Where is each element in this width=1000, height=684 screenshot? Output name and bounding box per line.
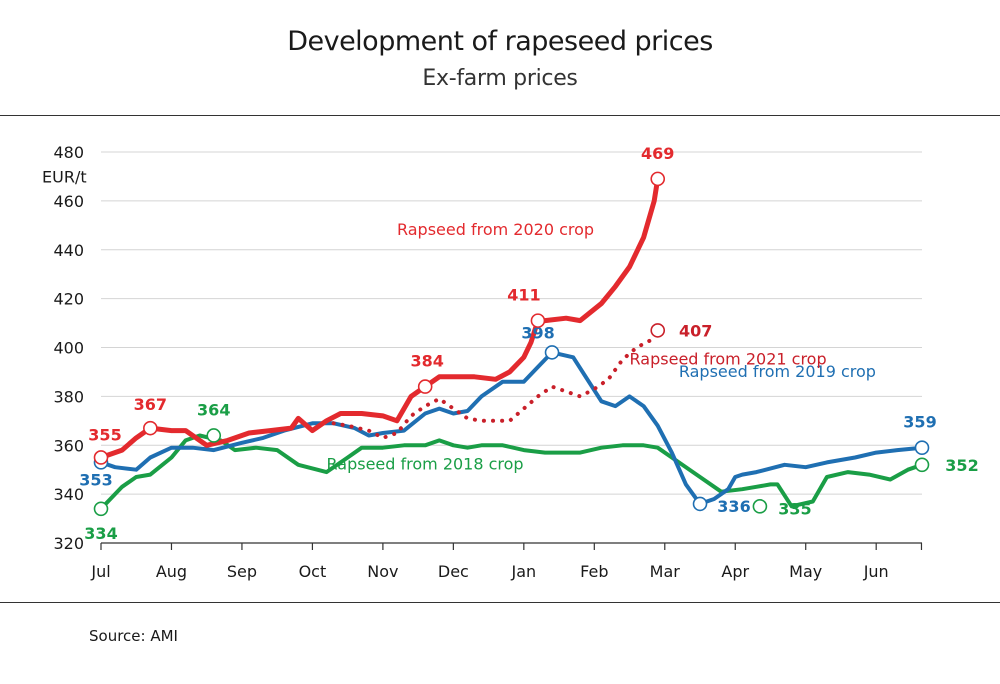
- gridlines: [101, 151, 922, 495]
- data-point-marker: [650, 323, 666, 338]
- data-point-marker: [417, 379, 433, 394]
- data-point-marker: [544, 345, 560, 360]
- x-tick-label: Feb: [580, 562, 608, 581]
- data-point-marker: [692, 496, 708, 512]
- data-point-marker: [143, 420, 158, 436]
- data-point-marker: [93, 450, 109, 465]
- series-name-label: Rapseed from 2020 crop: [397, 220, 594, 239]
- y-tick-label: 380: [53, 387, 84, 406]
- x-tick-label: Jul: [90, 562, 110, 581]
- data-label: 384: [410, 352, 443, 371]
- x-axis: Jul Aug Sep Oct Nov Dec Jan Feb Mar Apr May Jun: [90, 542, 923, 581]
- y-axis: 320 340 360 380 400 420 440 460 480 EUR/t: [42, 143, 87, 553]
- y-axis-unit-label: EUR/t: [42, 167, 87, 186]
- data-point-marker: [206, 428, 222, 443]
- data-point-marker: [752, 499, 768, 514]
- x-tick-label: Apr: [721, 562, 749, 581]
- x-tick-label: Jun: [863, 562, 889, 581]
- y-tick-label: 480: [53, 143, 84, 162]
- y-tick-label: 460: [53, 192, 84, 211]
- x-tick-label: Dec: [438, 562, 469, 581]
- y-tick-label: 320: [53, 534, 84, 553]
- data-label: 359: [903, 413, 936, 432]
- bottom-divider: [0, 602, 1000, 603]
- y-tick-label: 420: [53, 290, 84, 309]
- data-labels: 334 364 335 352 Rapseed from 2018 crop 353 398…: [79, 144, 978, 543]
- source-note: Source: AMI: [89, 627, 178, 645]
- x-tick-label: May: [789, 562, 822, 581]
- y-tick-label: 360: [53, 436, 84, 455]
- chart-subtitle: Ex-farm prices: [422, 66, 578, 91]
- chart-title: Development of rapeseed prices: [287, 26, 713, 57]
- top-divider: [0, 115, 1000, 116]
- series-name-label: Rapseed from 2018 crop: [327, 455, 524, 474]
- data-label: 367: [134, 395, 167, 414]
- data-label: 469: [641, 144, 674, 163]
- data-label: 398: [521, 323, 554, 342]
- x-tick-label: Aug: [156, 562, 187, 581]
- data-label: 336: [717, 497, 750, 516]
- data-label: 355: [88, 425, 121, 444]
- series-name-label: Rapseed from 2019 crop: [679, 362, 876, 381]
- data-label: 407: [679, 321, 712, 340]
- series-line-rapseed-from-2019-crop: [99, 350, 924, 506]
- data-point-marker: [914, 440, 930, 455]
- data-label: 352: [945, 456, 978, 475]
- x-tick-label: Mar: [650, 562, 681, 581]
- series-line-rapseed-from-2021-crop: [331, 328, 660, 440]
- data-label: 411: [507, 286, 540, 305]
- data-label: 334: [84, 524, 117, 543]
- series-name-label: Rapseed from 2021 crop: [630, 350, 827, 369]
- y-tick-label: 440: [53, 241, 84, 260]
- x-tick-label: Oct: [299, 562, 327, 581]
- x-tick-label: Nov: [367, 562, 398, 581]
- data-label: 335: [778, 499, 811, 518]
- x-tick-label: Sep: [227, 562, 257, 581]
- data-point-marker: [530, 313, 546, 328]
- data-point-marker: [93, 501, 109, 517]
- y-tick-label: 400: [53, 339, 84, 358]
- data-point-marker: [914, 457, 930, 473]
- series-lines: [98, 176, 924, 511]
- data-label: 364: [197, 400, 230, 419]
- x-tick-label: Jan: [510, 562, 536, 581]
- data-point-marker: [650, 171, 666, 187]
- y-tick-label: 340: [53, 485, 84, 504]
- series-line-rapseed-from-2020-crop: [98, 176, 661, 460]
- data-label: 353: [79, 470, 112, 489]
